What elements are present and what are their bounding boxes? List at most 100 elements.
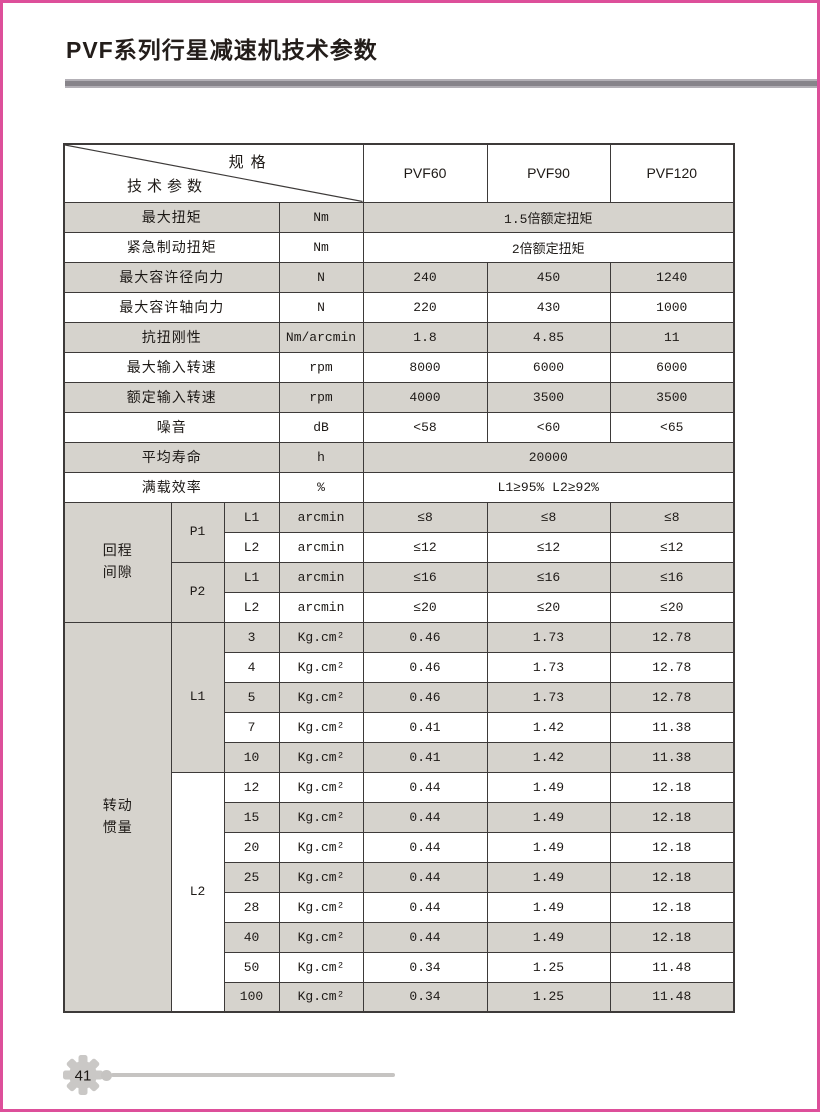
- ratio-label: 3: [223, 621, 280, 653]
- value-span: 1.5倍额定扭矩: [362, 201, 735, 233]
- diagonal-line: [65, 145, 362, 201]
- value-cell: 0.34: [362, 981, 488, 1013]
- table-row: 最大容许径向力 N 240 450 1240: [63, 261, 735, 293]
- value-cell: ≤8: [362, 501, 488, 533]
- table-row: 最大输入转速 rpm 8000 6000 6000: [63, 351, 735, 383]
- table-row: 最大容许轴向力 N 220 430 1000: [63, 291, 735, 323]
- value-cell: 1.49: [486, 861, 611, 893]
- value-cell: 0.44: [362, 891, 488, 923]
- value-cell: 11.38: [609, 741, 735, 773]
- param-label: 最大容许径向力: [63, 261, 280, 293]
- value-cell: ≤8: [486, 501, 611, 533]
- value-cell: 12.18: [609, 771, 735, 803]
- unit-label: Kg.cm²: [278, 891, 364, 923]
- value-cell: 0.46: [362, 621, 488, 653]
- table-row: L2 arcmin ≤12 ≤12 ≤12: [64, 531, 735, 563]
- grade-label: P1: [170, 501, 225, 563]
- value-cell: 11.48: [609, 951, 735, 983]
- unit-label: N: [278, 261, 364, 293]
- value-cell: 4.85: [486, 321, 611, 353]
- ratio-label: 12: [223, 771, 280, 803]
- value-cell: 1.8: [362, 321, 488, 353]
- stage-label: L2: [223, 591, 280, 623]
- param-label: 抗扭刚性: [63, 321, 280, 353]
- param-label: 最大容许轴向力: [63, 291, 280, 323]
- column-header-pvf90: PVF90: [486, 143, 611, 203]
- value-cell: 12.18: [609, 831, 735, 863]
- unit-label: Kg.cm²: [278, 621, 364, 653]
- value-cell: 1240: [609, 261, 735, 293]
- value-span: 20000: [362, 441, 735, 473]
- param-label: 平均寿命: [63, 441, 280, 473]
- page-footer: 41: [60, 1052, 395, 1098]
- value-cell: 0.34: [362, 951, 488, 983]
- ratio-label: 7: [223, 711, 280, 743]
- value-span: L1≥95% L2≥92%: [362, 471, 735, 503]
- value-cell: 0.44: [362, 771, 488, 803]
- table-row: 最大扭矩 Nm 1.5倍额定扭矩: [63, 201, 735, 233]
- unit-label: arcmin: [278, 501, 364, 533]
- value-cell: ≤20: [362, 591, 488, 623]
- value-cell: 1.49: [486, 921, 611, 953]
- table-row: L2 12 Kg.cm² 0.44 1.49 12.18: [64, 771, 735, 1013]
- column-header-pvf60: PVF60: [362, 143, 488, 203]
- table-row: 7 Kg.cm² 0.41 1.42 11.38: [64, 711, 735, 743]
- stage-label: L1: [223, 501, 280, 533]
- unit-label: arcmin: [278, 561, 364, 593]
- column-header-pvf120: PVF120: [609, 143, 735, 203]
- section-label-inertia: 转动 惯量: [63, 621, 172, 1013]
- value-cell: 1.49: [486, 891, 611, 923]
- stage-group-label: L2: [170, 771, 225, 1013]
- value-cell: 0.41: [362, 711, 488, 743]
- param-label: 最大扭矩: [63, 201, 280, 233]
- unit-label: Kg.cm²: [278, 861, 364, 893]
- stage-label: L1: [223, 561, 280, 593]
- table-row: L2 arcmin ≤20 ≤20 ≤20: [64, 591, 735, 623]
- value-cell: 0.44: [362, 861, 488, 893]
- ratio-label: 10: [223, 741, 280, 773]
- value-cell: 0.44: [362, 921, 488, 953]
- value-cell: ≤16: [362, 561, 488, 593]
- table-row: 噪音 dB <58 <60 <65: [63, 411, 735, 443]
- value-cell: 0.46: [362, 651, 488, 683]
- unit-label: %: [278, 471, 364, 503]
- value-cell: 0.41: [362, 741, 488, 773]
- grade-label: P2: [170, 561, 225, 623]
- table-row: 紧急制动扭矩 Nm 2倍额定扭矩: [63, 231, 735, 263]
- value-span: 2倍额定扭矩: [362, 231, 735, 263]
- value-cell: 240: [362, 261, 488, 293]
- unit-label: arcmin: [278, 531, 364, 563]
- value-cell: 1.49: [486, 771, 611, 803]
- gear-icon: 41: [63, 1055, 103, 1095]
- ratio-label: 20: [223, 831, 280, 863]
- param-label: 额定输入转速: [63, 381, 280, 413]
- unit-label: rpm: [278, 351, 364, 383]
- value-cell: 11: [609, 321, 735, 353]
- value-cell: ≤8: [609, 501, 735, 533]
- param-label: 噪音: [63, 411, 280, 443]
- stage-label: L2: [223, 531, 280, 563]
- value-cell: 1000: [609, 291, 735, 323]
- table-row: 100 Kg.cm² 0.34 1.25 11.48: [64, 981, 735, 1013]
- ratio-label: 100: [223, 981, 280, 1013]
- value-cell: 0.46: [362, 681, 488, 713]
- value-cell: 1.49: [486, 831, 611, 863]
- value-cell: 0.44: [362, 831, 488, 863]
- value-cell: 1.73: [486, 621, 611, 653]
- value-cell: 6000: [486, 351, 611, 383]
- table-row: 15 Kg.cm² 0.44 1.49 12.18: [64, 801, 735, 833]
- unit-label: Kg.cm²: [278, 741, 364, 773]
- value-cell: ≤16: [609, 561, 735, 593]
- value-cell: ≤12: [486, 531, 611, 563]
- unit-label: rpm: [278, 381, 364, 413]
- unit-label: Nm: [278, 231, 364, 263]
- value-cell: 3500: [486, 381, 611, 413]
- corner-label-spec: 规格: [228, 154, 273, 171]
- value-cell: ≤20: [609, 591, 735, 623]
- unit-label: Kg.cm²: [278, 681, 364, 713]
- unit-label: Kg.cm²: [278, 831, 364, 863]
- unit-label: dB: [278, 411, 364, 443]
- value-cell: <58: [362, 411, 488, 443]
- value-cell: 3500: [609, 381, 735, 413]
- table-row: 转动 惯量 L1 3 Kg.cm² 0.46 1.73 12.78: [63, 621, 735, 1013]
